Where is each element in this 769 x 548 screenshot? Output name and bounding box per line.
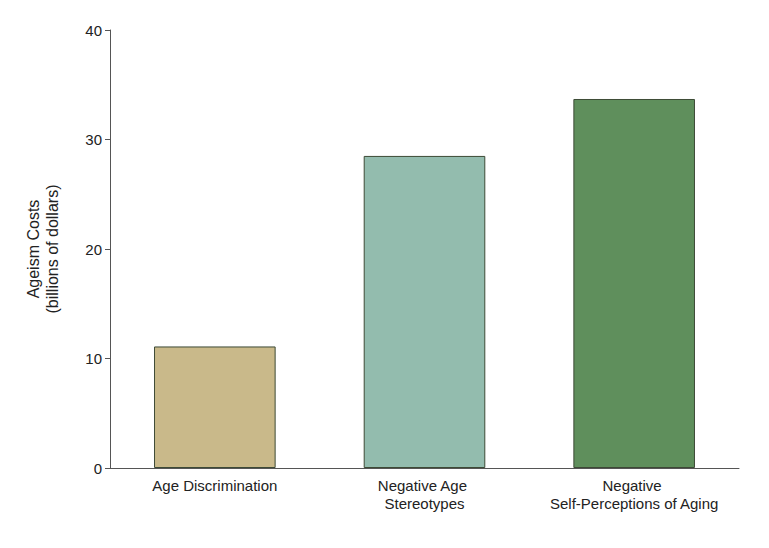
svg-text:30: 30 — [85, 131, 102, 148]
svg-text:10: 10 — [85, 350, 102, 367]
svg-text:20: 20 — [85, 241, 102, 258]
svg-text:(billions of dollars): (billions of dollars) — [44, 185, 61, 314]
svg-text:Ageism Costs: Ageism Costs — [25, 200, 42, 299]
svg-text:0: 0 — [94, 460, 102, 477]
svg-text:40: 40 — [85, 22, 102, 39]
svg-text:Stereotypes: Stereotypes — [384, 495, 464, 512]
svg-text:Negative Age: Negative Age — [378, 477, 471, 494]
svg-text:Age Discrimination: Age Discrimination — [152, 477, 277, 494]
svg-text:Negative: Negative — [602, 477, 665, 494]
svg-text:Self-Perceptions of Aging: Self-Perceptions of Aging — [550, 495, 718, 512]
